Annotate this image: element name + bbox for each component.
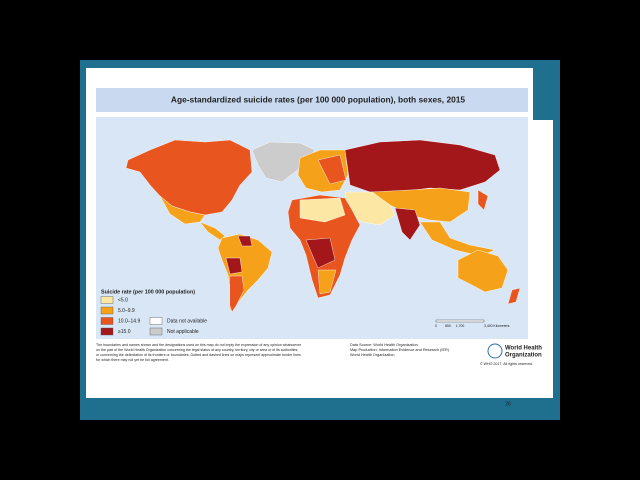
legend-swatch bbox=[100, 306, 114, 315]
who-logo bbox=[487, 343, 503, 359]
page-number: 26 bbox=[505, 401, 511, 407]
scale-label: 3,400 Kilometers bbox=[484, 324, 510, 328]
scale-label: 0 bbox=[435, 324, 437, 328]
source-line: Map Production: Information Evidence and… bbox=[350, 348, 450, 352]
north-africa bbox=[299, 197, 346, 223]
scale-label: 1,700 bbox=[456, 324, 465, 328]
japan bbox=[477, 189, 489, 211]
logo-emblem bbox=[487, 343, 503, 359]
guyana bbox=[237, 235, 253, 247]
southern-africa bbox=[317, 269, 337, 295]
map bbox=[125, 139, 521, 313]
east-europe bbox=[317, 154, 347, 185]
legend-label: 5.0–9.9 bbox=[118, 308, 135, 314]
slide-edge bbox=[533, 120, 553, 398]
disclaimer-line: The boundaries and names shown and the d… bbox=[96, 343, 302, 347]
bolivia bbox=[225, 257, 243, 275]
source-line: World Health Organization bbox=[350, 353, 394, 357]
north-america bbox=[125, 139, 253, 216]
legend-label: <5.0 bbox=[118, 297, 128, 303]
scale-bar-rule bbox=[435, 319, 485, 323]
legend-swatch bbox=[100, 327, 114, 336]
disclaimer-line: for which there may not yet be full agre… bbox=[96, 358, 169, 362]
india bbox=[394, 207, 421, 241]
title-bar bbox=[96, 88, 528, 112]
legend-swatch bbox=[149, 317, 163, 325]
legend-swatch bbox=[149, 327, 163, 336]
scale-label: 850 bbox=[445, 324, 451, 328]
central-africa bbox=[305, 237, 336, 269]
slide-title: Age-standardized suicide rates (per 100 … bbox=[171, 95, 465, 105]
legend-label: 10.0–14.9 bbox=[118, 318, 140, 324]
disclaimer-line: on the part of the World Health Organiza… bbox=[96, 348, 298, 352]
scale-bar bbox=[435, 319, 485, 323]
logo-text: World Health bbox=[505, 346, 542, 352]
new-zealand bbox=[507, 287, 521, 305]
legend-label: Data not available bbox=[167, 318, 207, 324]
legend-label: ≥15.0 bbox=[118, 329, 131, 335]
legend-swatch bbox=[100, 317, 114, 325]
logo-text: Organization bbox=[505, 353, 542, 359]
disclaimer-line: or concerning the delimitation of its fr… bbox=[96, 353, 301, 357]
legend-label: Not applicable bbox=[167, 329, 199, 335]
copyright: © WHO 2017. All rights reserved. bbox=[480, 362, 533, 366]
legend-swatch bbox=[100, 296, 114, 304]
legend-box bbox=[96, 284, 230, 338]
legend-title: Suicide rate (per 100 000 population) bbox=[101, 289, 195, 295]
mexico bbox=[159, 195, 206, 225]
australia bbox=[457, 249, 509, 293]
southeast-asia bbox=[419, 221, 496, 257]
source-line: Data Source: World Health Organization bbox=[350, 343, 418, 347]
